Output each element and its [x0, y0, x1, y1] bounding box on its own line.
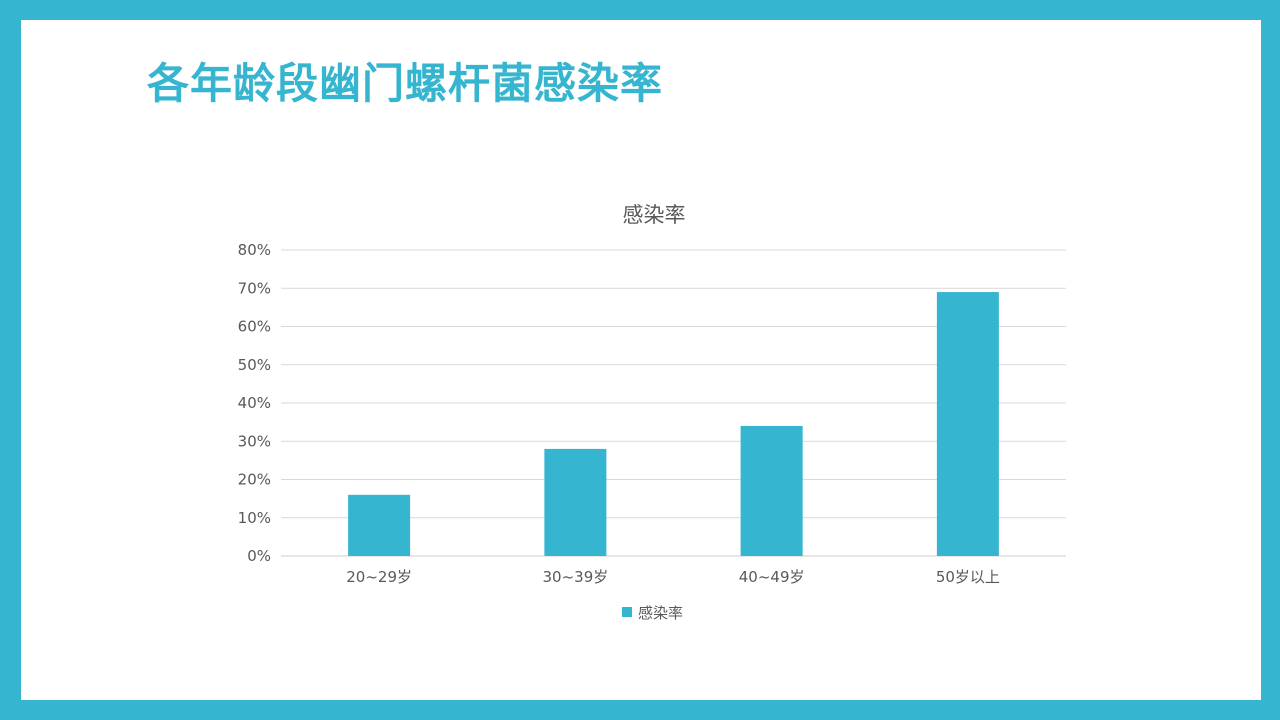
slide-title: 各年龄段幽门螺杆菌感染率 [147, 59, 664, 108]
bar-3 [740, 425, 803, 556]
x-tick-label: 20~29岁 [346, 568, 412, 586]
y-axis-ticks: 0% 10% 20% 30% 40% 50% 60% 70% 80% [238, 241, 271, 565]
y-tick-label: 40% [238, 394, 271, 412]
bars [348, 292, 999, 556]
y-tick-label: 60% [238, 318, 271, 336]
bar-2 [544, 448, 607, 556]
gridlines [281, 249, 1066, 557]
chart-title: 感染率 [623, 203, 686, 227]
y-tick-label: 0% [247, 547, 271, 565]
slide-canvas: 各年龄段幽门螺杆菌感染率 [21, 20, 1261, 700]
bar-4 [936, 292, 999, 556]
legend-swatch [622, 607, 632, 617]
y-tick-label: 20% [238, 471, 271, 489]
x-axis-ticks: 20~29岁 30~39岁 40~49岁 50岁以上 [346, 568, 1000, 586]
y-tick-label: 80% [238, 241, 271, 259]
y-tick-label: 30% [238, 432, 271, 450]
x-tick-label: 30~39岁 [543, 568, 609, 586]
bar-1 [348, 494, 411, 556]
legend-label: 感染率 [638, 604, 683, 622]
y-tick-label: 70% [238, 279, 271, 297]
legend: 感染率 [622, 604, 683, 622]
y-tick-label: 10% [238, 509, 271, 527]
y-tick-label: 50% [238, 356, 271, 374]
x-tick-label: 50岁以上 [936, 568, 1000, 586]
x-tick-label: 40~49岁 [739, 568, 805, 586]
